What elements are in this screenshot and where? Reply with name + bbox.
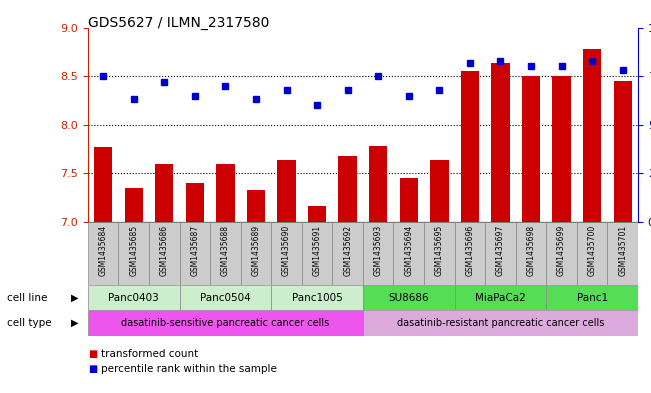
Text: cell line: cell line (7, 293, 47, 303)
Bar (94, 147, 113, 222)
Text: Panc1005: Panc1005 (292, 293, 342, 303)
Bar (454, 285, 546, 310)
Bar (247, 190, 265, 222)
Text: dasatinib-sensitive pancreatic cancer cells: dasatinib-sensitive pancreatic cancer ce… (121, 318, 329, 328)
Bar (430, 160, 449, 222)
Bar (553, 76, 571, 222)
Bar (186, 183, 204, 222)
Bar (339, 156, 357, 222)
Text: GSM1435686: GSM1435686 (159, 225, 169, 276)
Text: cell type: cell type (7, 318, 51, 328)
Bar (492, 64, 510, 222)
Bar (88, 285, 180, 310)
Text: GDS5627 / ILMN_2317580: GDS5627 / ILMN_2317580 (88, 16, 270, 30)
Bar (461, 71, 479, 222)
Bar (180, 285, 271, 310)
Text: ▶: ▶ (70, 293, 78, 303)
Bar (241, 222, 271, 285)
Text: GSM1435693: GSM1435693 (374, 225, 383, 276)
Bar (333, 222, 363, 285)
Bar (308, 206, 326, 222)
Bar (522, 76, 540, 222)
Text: GSM1435699: GSM1435699 (557, 225, 566, 276)
Text: dasatinib-resistant pancreatic cancer cells: dasatinib-resistant pancreatic cancer ce… (396, 318, 604, 328)
Bar (485, 222, 516, 285)
Text: GSM1435685: GSM1435685 (130, 225, 138, 276)
Bar (546, 222, 577, 285)
Text: GSM1435689: GSM1435689 (251, 225, 260, 276)
Bar (454, 222, 485, 285)
Bar (607, 222, 638, 285)
Bar (363, 285, 454, 310)
Text: transformed count: transformed count (101, 349, 198, 359)
Text: ■: ■ (88, 349, 97, 359)
Text: Panc1: Panc1 (577, 293, 607, 303)
Text: GSM1435691: GSM1435691 (312, 225, 322, 276)
Bar (369, 146, 387, 222)
Text: GSM1435688: GSM1435688 (221, 225, 230, 276)
Bar (424, 222, 454, 285)
Bar (271, 285, 363, 310)
Bar (216, 163, 234, 222)
Text: Panc0504: Panc0504 (200, 293, 251, 303)
Text: GSM1435692: GSM1435692 (343, 225, 352, 276)
Text: GSM1435695: GSM1435695 (435, 225, 444, 276)
Text: GSM1435694: GSM1435694 (404, 225, 413, 276)
Text: Panc0403: Panc0403 (108, 293, 159, 303)
Bar (613, 81, 632, 222)
Bar (118, 222, 149, 285)
Bar (88, 222, 118, 285)
Bar (400, 178, 418, 222)
Text: GSM1435700: GSM1435700 (588, 225, 596, 276)
Bar (577, 222, 607, 285)
Bar (155, 163, 173, 222)
Bar (516, 222, 546, 285)
Text: ■: ■ (88, 364, 97, 375)
Text: percentile rank within the sample: percentile rank within the sample (101, 364, 277, 375)
Bar (271, 222, 302, 285)
Text: ▶: ▶ (70, 318, 78, 328)
Bar (149, 222, 180, 285)
Bar (277, 160, 296, 222)
Text: GSM1435684: GSM1435684 (99, 225, 107, 276)
Bar (363, 310, 638, 336)
Text: GSM1435697: GSM1435697 (496, 225, 505, 276)
Text: MiaPaCa2: MiaPaCa2 (475, 293, 526, 303)
Bar (302, 222, 333, 285)
Text: GSM1435690: GSM1435690 (282, 225, 291, 276)
Text: SU8686: SU8686 (389, 293, 429, 303)
Bar (124, 188, 143, 222)
Bar (546, 285, 638, 310)
Bar (393, 222, 424, 285)
Text: GSM1435701: GSM1435701 (618, 225, 627, 276)
Text: GSM1435687: GSM1435687 (190, 225, 199, 276)
Bar (88, 310, 363, 336)
Bar (210, 222, 241, 285)
Text: GSM1435698: GSM1435698 (527, 225, 536, 276)
Bar (363, 222, 393, 285)
Bar (583, 49, 602, 222)
Text: GSM1435696: GSM1435696 (465, 225, 475, 276)
Bar (180, 222, 210, 285)
